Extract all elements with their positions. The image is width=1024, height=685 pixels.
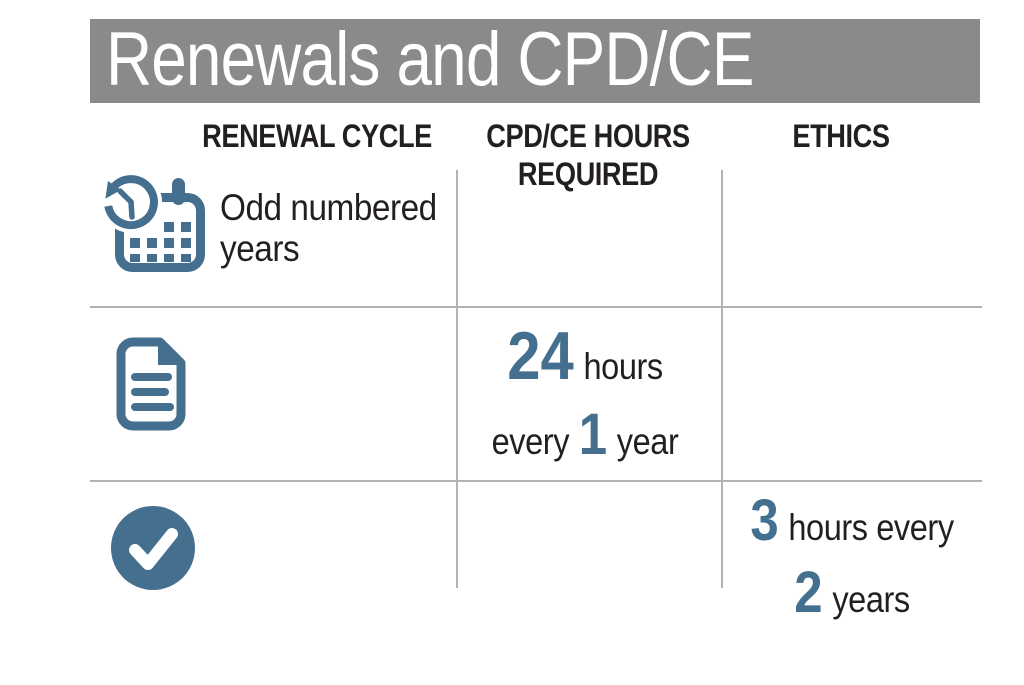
column-header-label: RENEWAL CYCLE: [202, 118, 432, 154]
cpd-hours-line-1: 24 hours: [453, 322, 717, 407]
ethics-line-2: 2 years: [720, 564, 984, 636]
column-divider-2: [721, 170, 723, 588]
ethics-interval-unit: years: [832, 579, 910, 620]
column-header-cpd-ce-hours: CPD/CE HOURS REQUIRED: [461, 117, 716, 193]
document-icon: [116, 337, 186, 436]
ethics-interval-number: 2: [794, 560, 823, 625]
column-header-label: REQUIRED: [517, 156, 659, 192]
cpd-interval-prefix: every: [491, 421, 570, 462]
renewal-cycle-line: years: [220, 228, 300, 269]
column-header-label: ETHICS: [792, 118, 890, 154]
cpd-hours-value: 24 hours every 1 year: [453, 322, 717, 478]
ethics-unit: hours every: [788, 507, 954, 548]
calendar-clock-icon: [98, 168, 210, 279]
column-header-label: CPD/CE HOURS: [486, 118, 690, 154]
column-divider-1: [456, 170, 458, 588]
column-header-renewal-cycle: RENEWAL CYCLE: [190, 117, 445, 155]
ethics-number: 3: [750, 488, 779, 553]
cpd-hours-line-2: every 1 year: [453, 406, 717, 478]
column-header-ethics: ETHICS: [714, 117, 969, 155]
row-divider-1: [90, 306, 982, 308]
cpd-hours-number: 24: [507, 318, 574, 394]
ethics-value: 3 hours every 2 years: [720, 492, 984, 636]
ethics-line-1: 3 hours every: [720, 492, 984, 565]
cpd-interval-number: 1: [578, 402, 608, 467]
cpd-hours-unit: hours: [583, 346, 663, 387]
cpd-interval-unit: year: [616, 421, 679, 462]
title-bar: Renewals and CPD/CE: [90, 16, 980, 103]
renewal-cycle-line: Odd numbered: [220, 187, 437, 228]
row-divider-2: [90, 480, 982, 482]
page-title: Renewals and CPD/CE: [106, 16, 754, 102]
check-circle-icon: [110, 505, 196, 596]
renewal-cycle-value: Odd numbered years: [220, 187, 437, 269]
